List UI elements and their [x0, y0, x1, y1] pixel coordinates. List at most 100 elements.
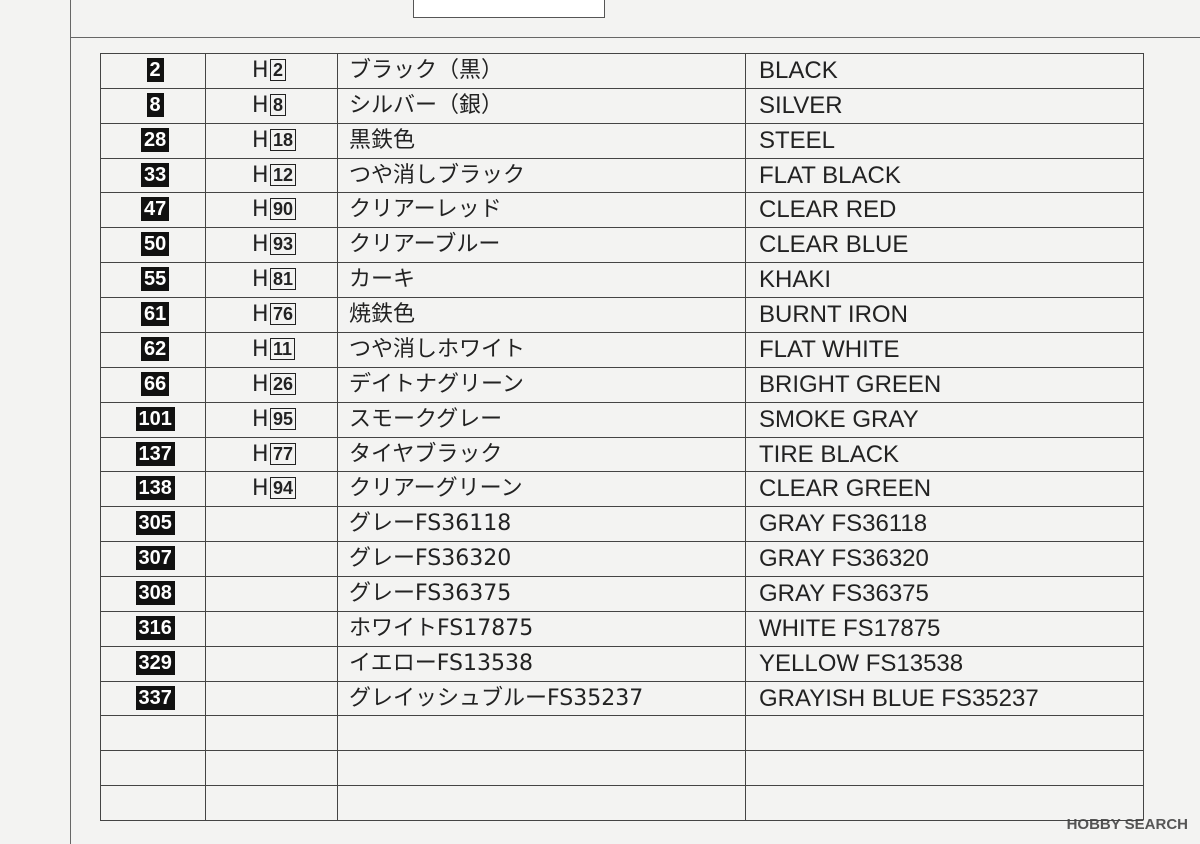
- top-box: [413, 0, 605, 18]
- japanese-name: クリアーブルー: [349, 232, 501, 258]
- row-line: [100, 645, 1143, 647]
- color-code: 66: [141, 371, 170, 396]
- japanese-name: カーキ: [349, 267, 416, 293]
- japanese-name: シルバー（銀）: [349, 92, 504, 118]
- english-name: FLAT BLACK: [759, 161, 901, 189]
- paint-number: 95: [270, 407, 297, 430]
- paint-number: 76: [270, 303, 297, 326]
- english-name: BRIGHT GREEN: [759, 370, 942, 398]
- paint-number: 18: [270, 128, 297, 151]
- paint-prefix: H: [252, 302, 269, 328]
- paint-prefix: H: [252, 127, 269, 153]
- paint-prefix: H: [252, 58, 269, 83]
- row-line: [100, 366, 1143, 368]
- color-code: 137: [135, 441, 175, 466]
- color-code: 307: [135, 546, 175, 571]
- english-name: KHAKI: [759, 266, 832, 294]
- column-line: [100, 53, 101, 820]
- paint-number: 93: [270, 233, 297, 256]
- english-name: BURNT IRON: [759, 301, 908, 329]
- paint-number: 11: [270, 337, 296, 360]
- japanese-name: グレーFS36118: [349, 511, 512, 537]
- color-code: 55: [141, 267, 170, 292]
- japanese-name: デイトナグリーン: [349, 371, 524, 397]
- column-line: [337, 53, 338, 820]
- english-name: GRAY FS36320: [759, 545, 929, 573]
- paint-number: 90: [270, 198, 297, 221]
- paint-prefix: H: [252, 406, 269, 432]
- paint-prefix: H: [252, 232, 269, 258]
- english-name: CLEAR GREEN: [759, 475, 932, 503]
- row-line: [100, 331, 1143, 333]
- row-line: [100, 750, 1143, 752]
- paint-number: 81: [270, 268, 297, 291]
- row-line: [100, 610, 1143, 612]
- row-line: [100, 53, 1143, 54]
- paint-number: 12: [270, 163, 297, 186]
- color-code: 50: [141, 232, 170, 257]
- color-code: 61: [141, 302, 170, 327]
- row-line: [100, 575, 1143, 577]
- column-line: [1143, 53, 1144, 820]
- japanese-name: ブラック（黒）: [349, 58, 504, 83]
- english-name: FLAT WHITE: [759, 335, 900, 363]
- row-line: [100, 715, 1143, 717]
- row-line: [100, 401, 1143, 403]
- row-line: [100, 506, 1143, 508]
- color-code: 305: [135, 511, 175, 536]
- column-line: [745, 53, 746, 820]
- english-name: STEEL: [759, 126, 836, 154]
- paint-prefix: H: [252, 441, 269, 467]
- japanese-name: クリアーグリーン: [349, 476, 523, 502]
- paint-prefix: H: [252, 92, 269, 118]
- english-name: CLEAR BLUE: [759, 231, 909, 259]
- page-edge: [70, 0, 71, 844]
- row-line: [100, 87, 1143, 89]
- row-line: [100, 680, 1143, 682]
- paint-prefix: H: [252, 336, 269, 362]
- japanese-name: つや消しブラック: [349, 162, 526, 188]
- row-line: [100, 192, 1143, 194]
- paint-prefix: H: [252, 476, 269, 502]
- color-code: 33: [141, 162, 170, 187]
- paint-prefix: H: [252, 162, 269, 188]
- color-code: 62: [141, 336, 170, 361]
- column-line: [205, 53, 206, 820]
- japanese-name: クリアーレッド: [349, 197, 502, 223]
- japanese-name: グレイッシュブルーFS35237: [349, 685, 644, 711]
- row-line: [100, 157, 1143, 159]
- color-code: 47: [141, 197, 170, 222]
- japanese-name: グレーFS36320: [349, 546, 512, 572]
- english-name: BLACK: [759, 57, 838, 84]
- japanese-name: タイヤブラック: [349, 441, 503, 467]
- color-code: 28: [141, 127, 170, 152]
- english-name: GRAYISH BLUE FS35237: [759, 684, 1039, 712]
- paint-prefix: H: [252, 267, 269, 293]
- watermark: HOBBY SEARCH: [1066, 816, 1188, 833]
- paint-number: 94: [270, 477, 297, 500]
- row-line: [100, 262, 1143, 264]
- color-code: 316: [135, 615, 175, 640]
- japanese-name: 黒鉄色: [349, 127, 416, 153]
- color-code: 101: [135, 406, 175, 431]
- english-name: SMOKE GRAY: [759, 405, 919, 433]
- paint-number: 77: [270, 442, 297, 465]
- color-code: 329: [135, 650, 175, 675]
- english-name: WHITE FS17875: [759, 614, 941, 642]
- english-name: GRAY FS36375: [759, 579, 929, 607]
- row-line: [100, 297, 1143, 299]
- paint-prefix: H: [252, 371, 269, 397]
- paint-number: 8: [270, 93, 287, 116]
- row-line: [100, 122, 1143, 124]
- japanese-name: グレーFS36375: [349, 580, 512, 606]
- row-line: [100, 227, 1143, 229]
- japanese-name: つや消しホワイト: [349, 336, 526, 362]
- row-line: [100, 436, 1143, 438]
- page-top-rule: [70, 37, 1200, 38]
- paint-number: 26: [270, 372, 297, 395]
- color-code: 138: [135, 476, 175, 501]
- row-line: [100, 541, 1143, 543]
- row-line: [100, 820, 1143, 821]
- color-code: 2: [146, 58, 164, 82]
